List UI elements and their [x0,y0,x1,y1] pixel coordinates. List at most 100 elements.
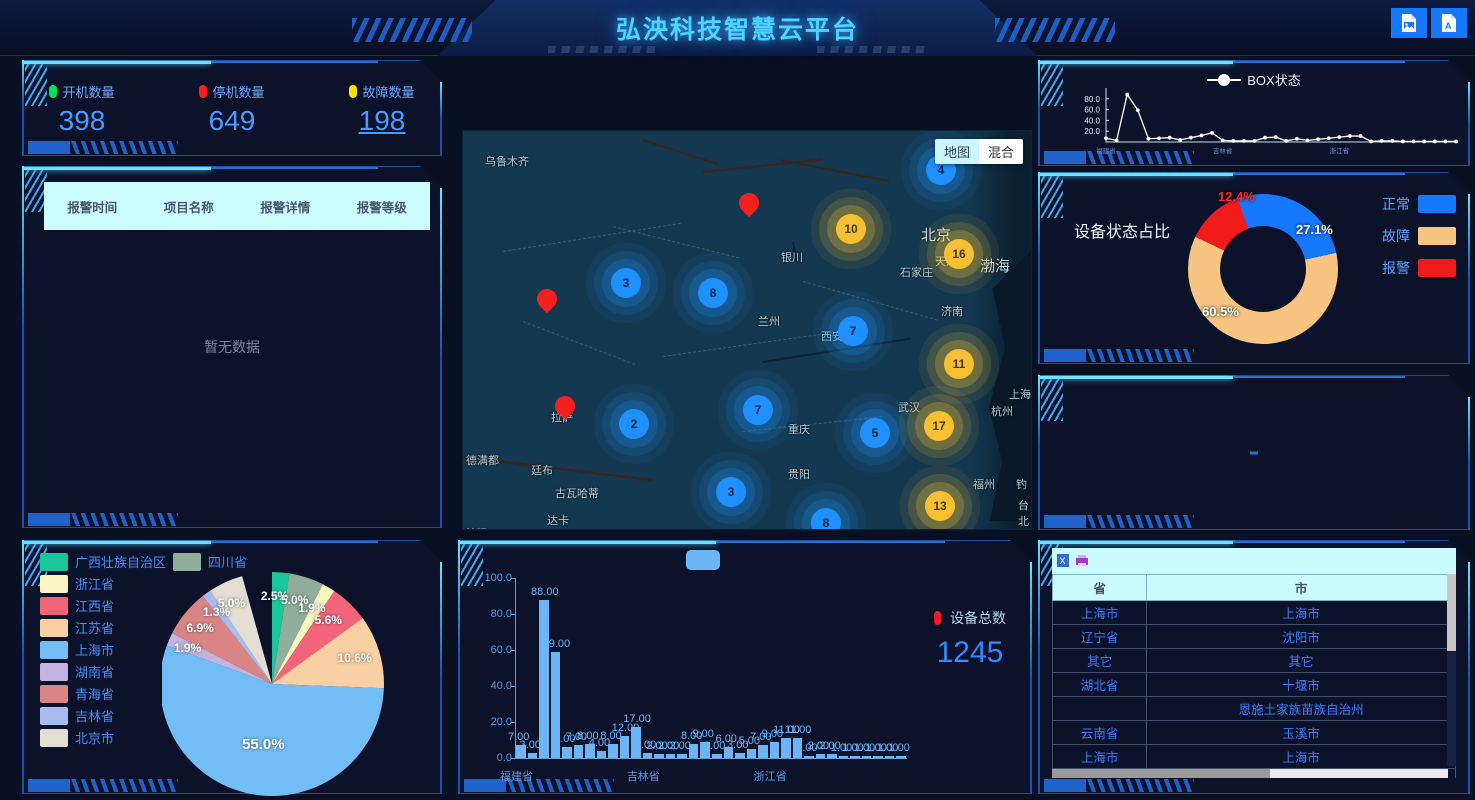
bar[interactable] [516,745,526,758]
bar[interactable] [573,745,584,758]
pie-legend[interactable]: 广西壮族自治区 四川省 浙江省 江西省 江苏省 上海市 湖南省 青海省 吉林省 北京市 [40,552,300,750]
table-row[interactable]: 上海市 上海市 [1052,744,1456,769]
box-data-point[interactable] [1401,139,1405,144]
map-cluster-marker[interactable]: 8 [698,278,728,308]
bar[interactable] [781,738,791,758]
china-map[interactable]: 地图 混合 乌鲁木齐北京天津渤海银川石家庄济南兰州西安拉萨德满都廷布古瓦哈蒂达卡… [462,130,1032,530]
pie-slice[interactable] [272,590,363,684]
bar[interactable] [746,749,757,758]
bar[interactable] [527,752,538,758]
scroll-thumb[interactable] [1052,769,1270,778]
map-cluster-marker[interactable]: 2 [619,409,649,439]
table-col-city[interactable]: 市 [1146,574,1456,601]
box-data-point[interactable] [1210,130,1214,135]
pie-slice[interactable] [162,645,384,796]
bar[interactable] [608,743,618,758]
box-data-point[interactable] [1422,139,1427,144]
donut-legend-row-fault[interactable]: 故障 [1382,226,1456,246]
table-row[interactable]: 恩施土家族苗族自治州 [1052,696,1456,721]
bar[interactable] [896,756,906,758]
table-row[interactable]: 上海市 上海市 [1052,600,1456,625]
pie-slice[interactable] [272,618,384,689]
pie-slice[interactable] [272,573,323,684]
pie-legend-row[interactable]: 上海市 [40,640,300,659]
table-row[interactable]: 其它 其它 [1052,648,1456,673]
donut-legend-row-normal[interactable]: 正常 [1382,194,1456,214]
box-data-point[interactable] [1263,135,1267,140]
bar[interactable] [596,750,607,758]
box-chart-legend[interactable]: BOX状态 [1038,70,1470,89]
box-data-point[interactable] [1104,136,1108,141]
box-data-point[interactable] [1358,134,1363,138]
map-cluster-marker[interactable]: 5 [860,418,890,448]
bar[interactable] [585,743,595,758]
map-cluster-marker[interactable]: 7 [838,316,868,346]
box-data-point[interactable] [1252,139,1257,143]
kpi-fault-value[interactable]: 198 [358,105,406,136]
bar[interactable] [850,756,860,758]
box-data-point[interactable] [1305,138,1310,143]
bar[interactable] [631,727,641,758]
pie-slice[interactable] [166,633,272,684]
pie-slice[interactable] [272,572,290,684]
pie-slice[interactable] [272,584,335,684]
map-toggle-hybrid[interactable]: 混合 [978,139,1023,164]
table-vertical-scrollbar[interactable] [1447,574,1456,766]
pie-legend-row[interactable]: 青海省 [40,684,300,703]
box-data-point[interactable] [1178,137,1183,142]
bar[interactable] [712,754,722,758]
table-horizontal-scrollbar[interactable] [1052,769,1448,778]
bar[interactable] [688,743,699,758]
bar[interactable] [735,752,745,758]
map-cluster-marker[interactable]: 8 [811,508,841,529]
box-data-point[interactable] [1220,138,1225,143]
box-data-point[interactable] [1135,108,1140,113]
pie-legend-row[interactable]: 湖南省 [40,662,300,681]
map-cluster-marker[interactable]: 17 [924,411,954,441]
map-type-toggle[interactable]: 地图 混合 [934,139,1023,164]
bar[interactable] [619,736,630,758]
table-col-province[interactable]: 省 [1052,574,1148,601]
box-data-point[interactable] [1379,139,1384,143]
box-data-point[interactable] [1443,139,1448,144]
box-data-point[interactable] [1316,137,1321,142]
bar[interactable] [700,741,710,758]
bar[interactable] [861,756,872,758]
table-row[interactable]: 湖北省 十堰市 [1052,672,1456,697]
map-cluster-marker[interactable]: 11 [944,349,974,379]
map-cluster-marker[interactable]: 13 [925,491,955,521]
box-data-point[interactable] [1390,139,1395,143]
bar[interactable] [665,754,676,758]
bar[interactable] [804,756,814,758]
bar[interactable] [723,747,734,758]
pie-slice[interactable] [210,576,272,684]
scroll-thumb[interactable] [1447,574,1456,651]
bar[interactable] [677,754,687,758]
pie-legend-row[interactable]: 北京市 [40,728,300,747]
box-data-point[interactable] [1454,139,1458,144]
box-data-point[interactable] [1337,135,1342,140]
bar[interactable] [539,599,549,758]
bar[interactable] [562,747,572,758]
map-cluster-marker[interactable]: 7 [743,395,773,425]
bar[interactable] [873,756,883,758]
map-cluster-marker[interactable]: 3 [611,268,641,298]
map-cluster-marker[interactable]: 3 [716,477,746,507]
print-icon[interactable] [1075,554,1089,568]
bar[interactable] [815,754,826,758]
box-data-point[interactable] [1146,136,1151,141]
pie-slice[interactable] [172,595,272,684]
bar[interactable] [838,756,849,758]
bar[interactable] [884,756,895,758]
export-pdf-button[interactable]: A [1431,8,1467,38]
bar[interactable] [827,754,837,758]
box-data-point[interactable] [1432,139,1437,144]
table-row[interactable]: 辽宁省 沈阳市 [1052,624,1456,649]
bar[interactable] [758,745,768,758]
map-cluster-marker[interactable]: 16 [944,239,974,269]
box-data-point[interactable] [1348,134,1352,138]
box-data-point[interactable] [1125,92,1130,97]
box-data-point[interactable] [1241,139,1246,143]
excel-export-icon[interactable]: X [1057,554,1070,568]
donut-legend-row-alarm[interactable]: 报警 [1382,258,1456,278]
